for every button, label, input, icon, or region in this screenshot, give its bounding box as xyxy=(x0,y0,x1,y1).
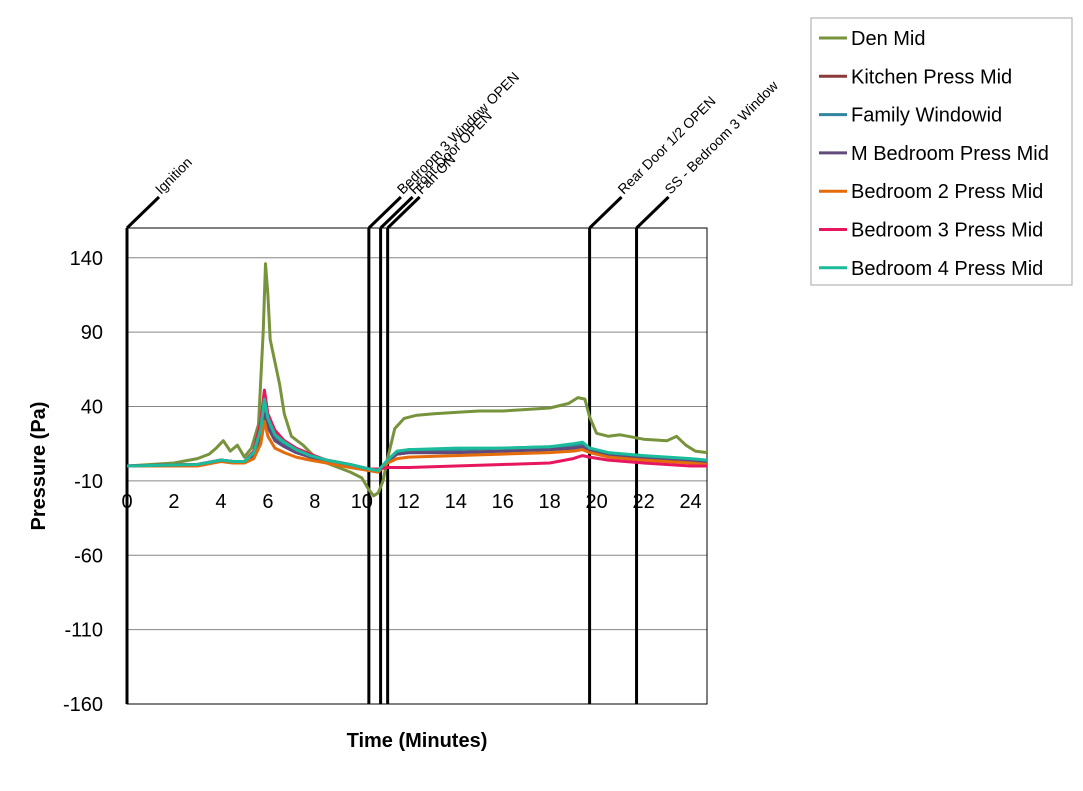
event-leader xyxy=(386,195,421,230)
legend-item-family-windowid: Family Windowid xyxy=(819,105,1002,127)
legend-item-den-mid: Den Mid xyxy=(819,28,925,50)
x-tick-label: 8 xyxy=(309,491,320,513)
x-tick-label: 4 xyxy=(215,491,226,513)
x-tick-label: 16 xyxy=(492,491,514,513)
event-leader xyxy=(367,195,402,230)
legend-label: Den Mid xyxy=(851,28,925,50)
legend-label: M Bedroom Press Mid xyxy=(851,143,1049,165)
series-line-bedroom-2-press-mid xyxy=(127,419,708,474)
y-axis-title: Pressure (Pa) xyxy=(28,402,50,531)
x-tick-label: 10 xyxy=(351,491,373,513)
event-leader xyxy=(588,195,623,230)
y-axis-ticks: 140 90 40 -10 -60 -110 -160 xyxy=(63,248,103,716)
x-axis-title: Time (Minutes) xyxy=(347,730,488,752)
event-leader xyxy=(379,195,414,230)
y-tick-label: -10 xyxy=(74,471,103,493)
legend-label: Bedroom 2 Press Mid xyxy=(851,181,1043,203)
series-line-bedroom-4-press-mid xyxy=(126,397,708,472)
event-marker-fan-on: Fan ON xyxy=(386,151,458,704)
x-tick-label: 18 xyxy=(539,491,561,513)
legend-label: Kitchen Press Mid xyxy=(851,66,1012,88)
x-tick-label: 2 xyxy=(168,491,179,513)
y-tick-label: 40 xyxy=(81,397,103,419)
x-tick-label: 6 xyxy=(262,491,273,513)
y-tick-label: 140 xyxy=(70,248,103,270)
legend-label: Bedroom 3 Press Mid xyxy=(851,220,1043,242)
event-marker-ss-bedroom-3-window: SS - Bedroom 3 Window xyxy=(635,77,782,704)
x-tick-label: 24 xyxy=(679,491,701,513)
series-lines xyxy=(126,262,708,498)
x-tick-label: 0 xyxy=(121,491,132,513)
series-line-den-mid xyxy=(126,262,708,498)
x-axis-ticks: 0 2 4 6 8 10 12 14 16 18 20 22 24 xyxy=(121,491,701,513)
event-marker-ignition: Ignition xyxy=(125,154,195,704)
legend-item-bedroom-3-press-mid: Bedroom 3 Press Mid xyxy=(819,220,1043,242)
legend-item-bedroom-4-press-mid: Bedroom 4 Press Mid xyxy=(819,258,1043,280)
y-tick-label: -110 xyxy=(64,620,103,642)
legend: Den Mid Kitchen Press Mid Family Windowid M… xyxy=(810,17,1073,286)
legend-box xyxy=(810,17,1073,286)
event-marker-front-door-open: Front Door OPEN xyxy=(379,108,495,704)
x-tick-label: 22 xyxy=(632,491,654,513)
event-leader xyxy=(635,195,670,230)
x-tick-label: 12 xyxy=(398,491,420,513)
event-leader xyxy=(125,195,161,230)
event-label: Ignition xyxy=(152,154,195,197)
legend-item-kitchen-press-mid: Kitchen Press Mid xyxy=(819,66,1012,88)
y-tick-label: 90 xyxy=(81,322,103,344)
legend-item-m-bedroom-press-mid: M Bedroom Press Mid xyxy=(819,143,1049,165)
y-tick-label: -160 xyxy=(63,694,103,716)
x-tick-label: 20 xyxy=(586,491,608,513)
legend-label: Bedroom 4 Press Mid xyxy=(851,258,1043,280)
legend-label: Family Windowid xyxy=(851,105,1002,127)
gridlines xyxy=(127,257,707,705)
event-marker-rear-door-1-2-open: Rear Door 1/2 OPEN xyxy=(588,93,719,704)
y-tick-label: -60 xyxy=(74,545,103,567)
legend-item-bedroom-2-press-mid: Bedroom 2 Press Mid xyxy=(819,181,1043,203)
x-tick-label: 14 xyxy=(445,491,467,513)
